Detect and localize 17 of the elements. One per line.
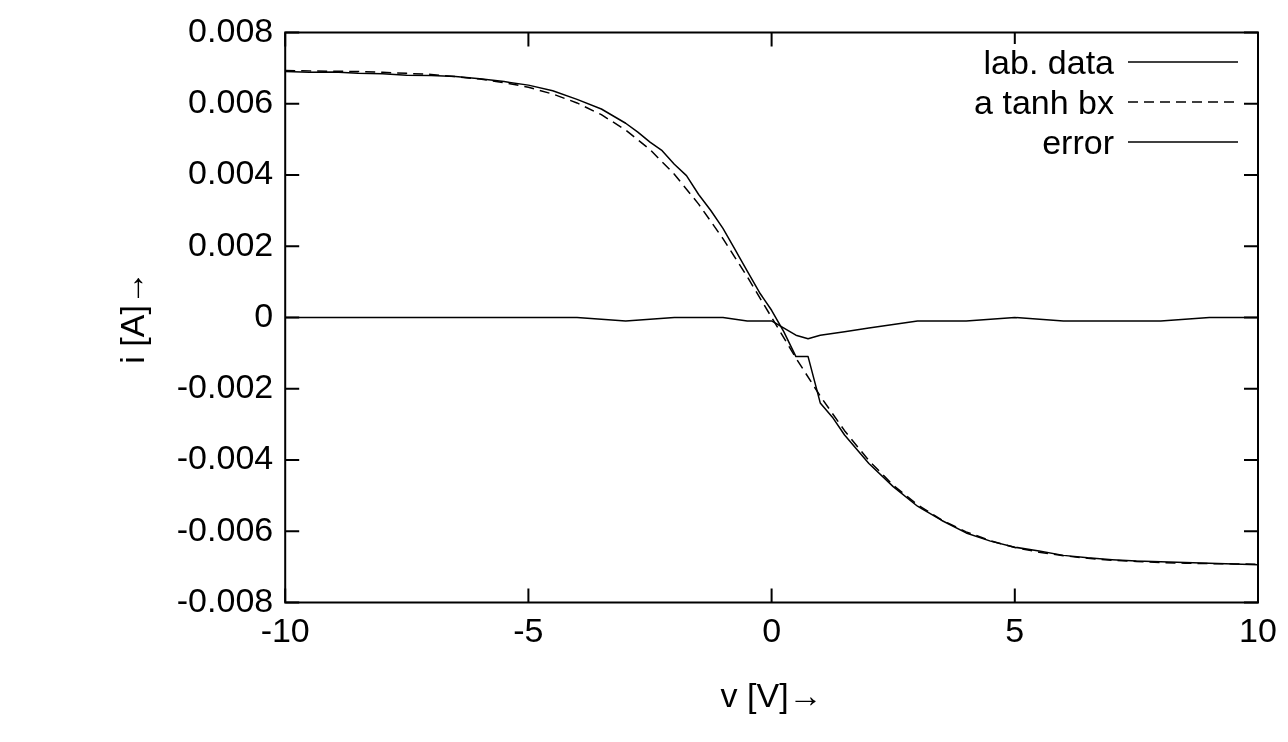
- y-axis-title: i [A]→: [112, 271, 151, 364]
- y-tick-label: -0.002: [176, 367, 274, 406]
- y-tick-label: -0.004: [176, 438, 274, 477]
- x-tick-label: 5: [1005, 611, 1025, 650]
- legend-label: lab. data: [983, 43, 1114, 81]
- x-tick-label: 10: [1239, 611, 1277, 650]
- y-tick-label: 0: [254, 295, 274, 334]
- legend-label: error: [1042, 123, 1114, 161]
- x-tick-label: -5: [513, 611, 544, 650]
- x-tick-label: 0: [762, 611, 782, 650]
- x-axis-title: v [V]→: [720, 675, 823, 714]
- y-tick-label: -0.006: [176, 509, 274, 548]
- y-tick-label: 0.002: [188, 224, 274, 263]
- y-tick-label: 0.004: [188, 153, 274, 192]
- y-tick-label: 0.006: [188, 82, 274, 121]
- y-tick-label: 0.008: [188, 10, 274, 49]
- legend-label: a tanh bx: [974, 83, 1114, 121]
